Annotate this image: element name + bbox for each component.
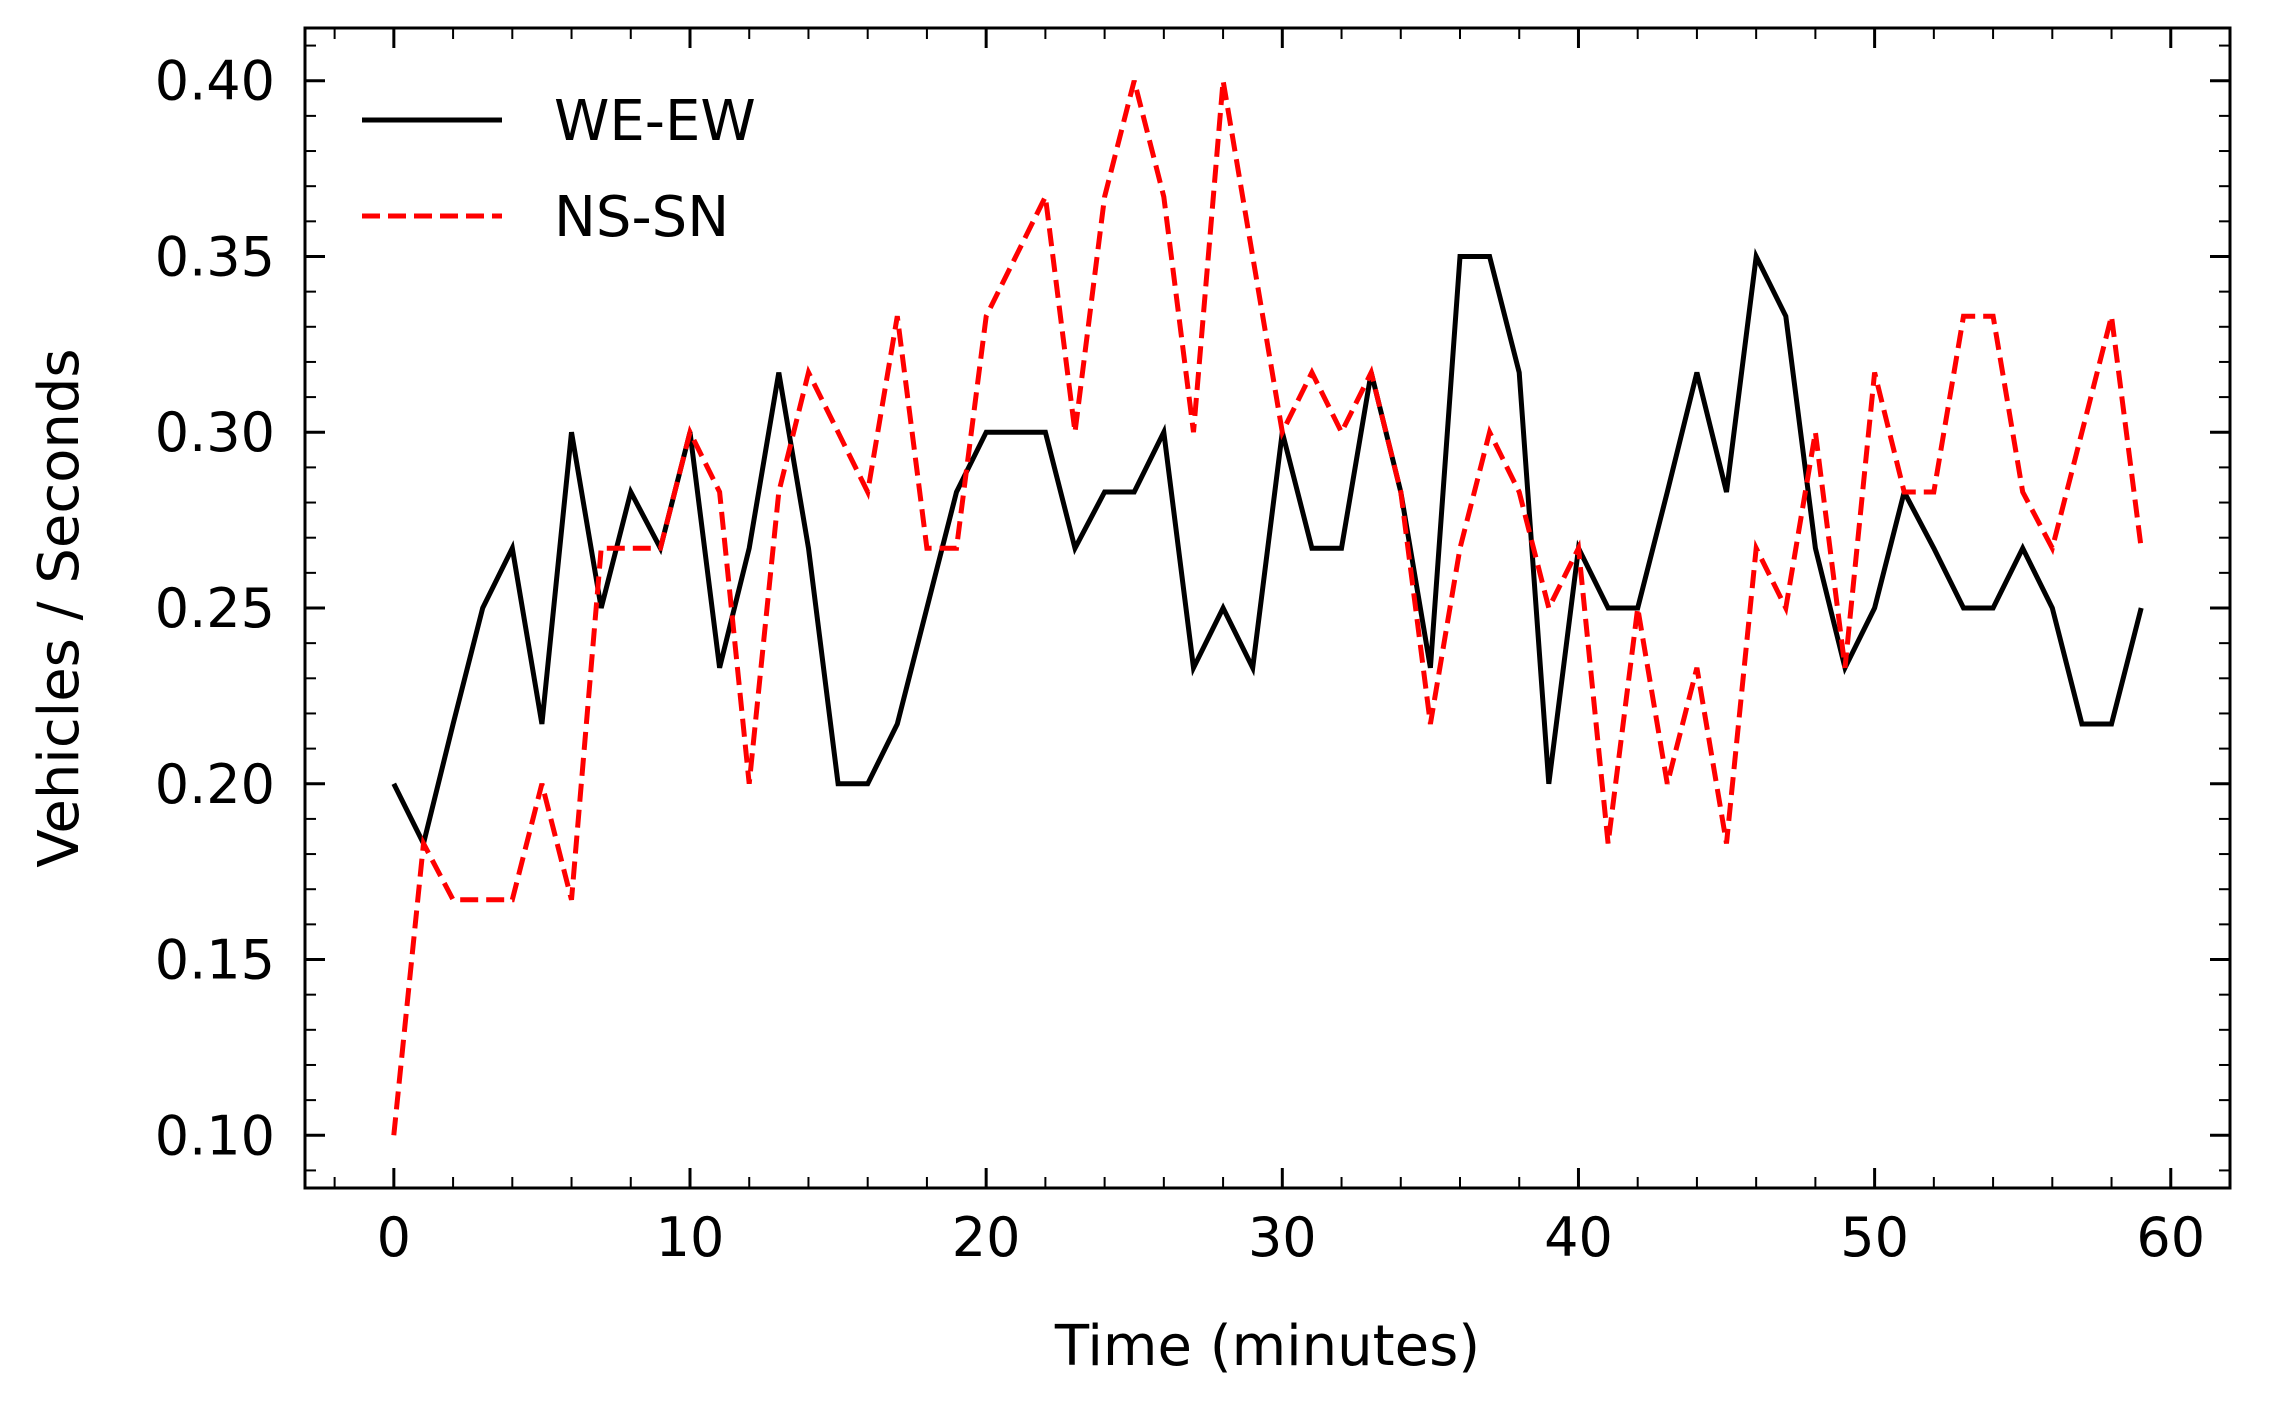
x-tick-label: 20 xyxy=(952,1206,1021,1269)
y-tick-label: 0.15 xyxy=(155,929,275,992)
y-tick-label: 0.30 xyxy=(155,401,275,464)
y-tick-label: 0.10 xyxy=(155,1104,275,1167)
series-lines xyxy=(391,80,2144,1136)
y-tick-label: 0.40 xyxy=(155,50,275,113)
x-tick-label: 60 xyxy=(2136,1206,2205,1269)
x-tick-label: 30 xyxy=(1248,1206,1317,1269)
x-tick-label: 10 xyxy=(656,1206,725,1269)
y-tick-label: 0.20 xyxy=(155,753,275,816)
y-tick-label: 0.25 xyxy=(155,577,275,640)
legend: WE-EW NS-SN xyxy=(362,89,756,250)
legend-label-we-ew: WE-EW xyxy=(554,89,756,154)
x-tick-label: 50 xyxy=(1840,1206,1909,1269)
x-tick-label: 40 xyxy=(1544,1206,1613,1269)
y-tick-label: 0.35 xyxy=(155,225,275,288)
x-axis-label: Time (minutes) xyxy=(1054,1314,1480,1379)
y-axis-label: Vehicles / Seconds xyxy=(27,348,92,867)
x-tick-label: 0 xyxy=(377,1206,411,1269)
legend-label-ns-sn: NS-SN xyxy=(554,185,729,250)
axis-ticks: 0 10 20 30 40 50 60 0.10 0.15 0.20 0.25 0.30 0.35 0.4… xyxy=(155,28,2231,1269)
series-line-ns-sn xyxy=(391,80,2144,1136)
series-line-we-ew xyxy=(391,247,2144,851)
